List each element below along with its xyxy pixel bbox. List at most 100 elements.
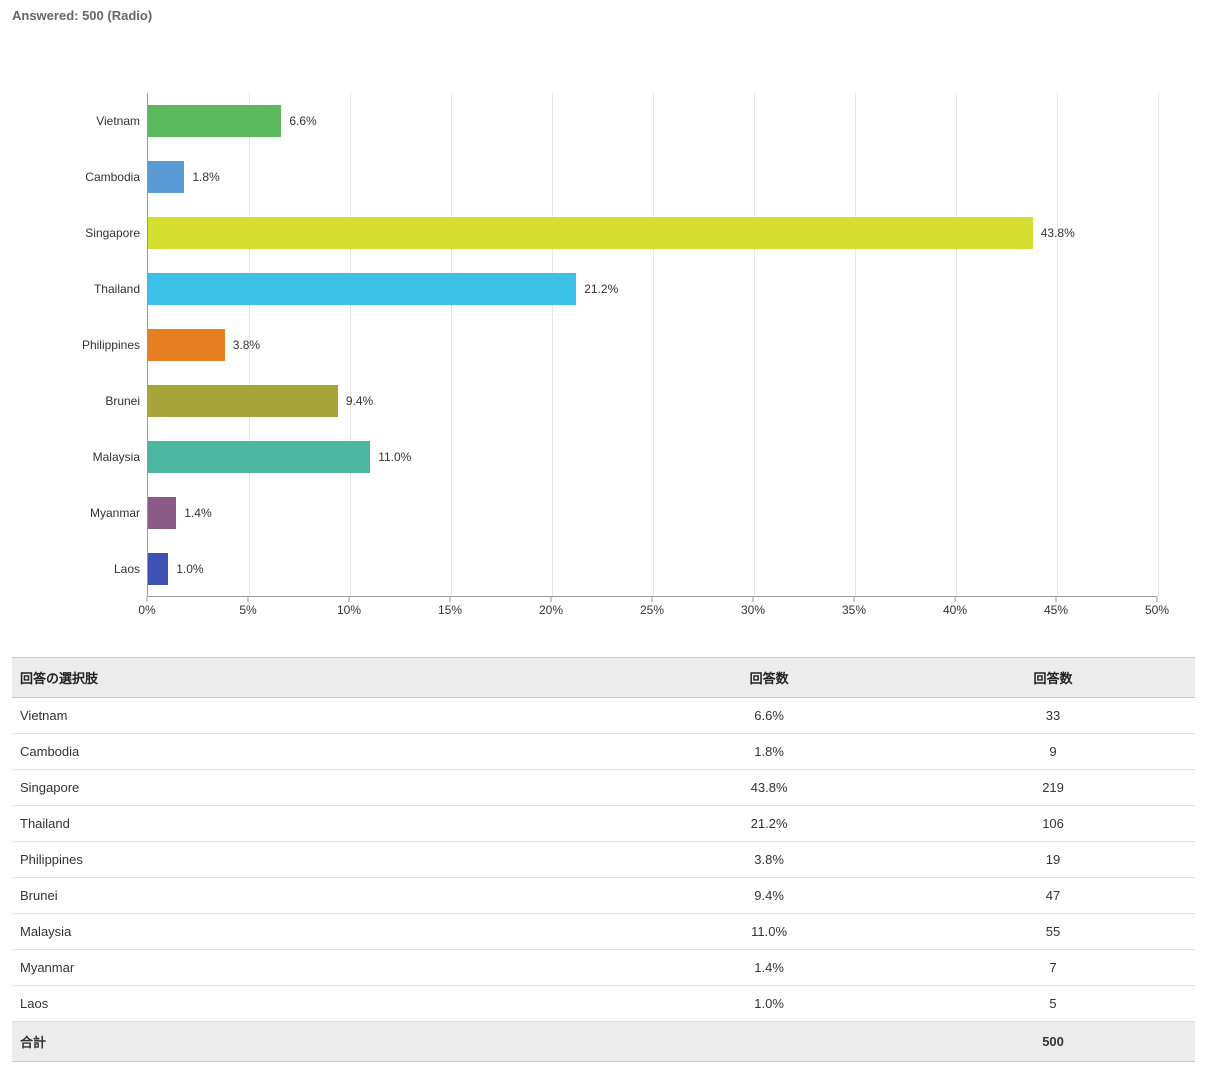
table-row: Singapore43.8%219 xyxy=(12,770,1195,806)
cell-percent: 1.8% xyxy=(627,734,911,770)
table-row: Laos1.0%5 xyxy=(12,986,1195,1022)
bar-category-label: Thailand xyxy=(94,282,148,296)
cell-percent: 1.4% xyxy=(627,950,911,986)
xtick-mark xyxy=(652,597,653,602)
bar-value-label: 3.8% xyxy=(225,338,260,352)
bar-category-label: Vietnam xyxy=(96,114,148,128)
cell-choice: Thailand xyxy=(12,806,627,842)
cell-percent: 21.2% xyxy=(627,806,911,842)
bar-category-label: Philippines xyxy=(82,338,148,352)
xtick-label: 40% xyxy=(943,603,967,617)
xtick-label: 35% xyxy=(842,603,866,617)
cell-choice: Brunei xyxy=(12,878,627,914)
cell-count: 106 xyxy=(911,806,1195,842)
table-total-row: 合計 500 xyxy=(12,1022,1195,1062)
bar-row: Brunei9.4% xyxy=(148,373,1157,429)
xtick-label: 20% xyxy=(539,603,563,617)
xtick-label: 0% xyxy=(138,603,155,617)
table-row: Vietnam6.6%33 xyxy=(12,698,1195,734)
bar-category-label: Laos xyxy=(114,562,148,576)
table-row: Thailand21.2%106 xyxy=(12,806,1195,842)
xtick-label: 5% xyxy=(239,603,256,617)
table-row: Philippines3.8%19 xyxy=(12,842,1195,878)
cell-percent: 1.0% xyxy=(627,986,911,1022)
col-header-percent: 回答数 xyxy=(627,658,911,698)
xtick-label: 45% xyxy=(1044,603,1068,617)
answered-header: Answered: 500 (Radio) xyxy=(12,8,1195,23)
cell-count: 55 xyxy=(911,914,1195,950)
bar-value-label: 21.2% xyxy=(576,282,618,296)
bar: 9.4% xyxy=(148,385,338,417)
bar-chart: Vietnam6.6%Cambodia1.8%Singapore43.8%Tha… xyxy=(77,93,1195,617)
cell-percent: 9.4% xyxy=(627,878,911,914)
bar-category-label: Singapore xyxy=(85,226,148,240)
xtick-mark xyxy=(955,597,956,602)
cell-percent: 11.0% xyxy=(627,914,911,950)
bar-row: Vietnam6.6% xyxy=(148,93,1157,149)
cell-percent: 43.8% xyxy=(627,770,911,806)
bar-category-label: Myanmar xyxy=(90,506,148,520)
xtick-mark xyxy=(1056,597,1057,602)
bar-row: Myanmar1.4% xyxy=(148,485,1157,541)
table-row: Myanmar1.4%7 xyxy=(12,950,1195,986)
xtick-mark xyxy=(854,597,855,602)
cell-choice: Philippines xyxy=(12,842,627,878)
cell-choice: Myanmar xyxy=(12,950,627,986)
bar: 6.6% xyxy=(148,105,281,137)
bar-value-label: 1.4% xyxy=(176,506,211,520)
bar: 21.2% xyxy=(148,273,576,305)
chart-bars: Vietnam6.6%Cambodia1.8%Singapore43.8%Tha… xyxy=(148,93,1157,596)
xtick-label: 30% xyxy=(741,603,765,617)
xtick-mark xyxy=(450,597,451,602)
xtick-mark xyxy=(1157,597,1158,602)
total-label: 合計 xyxy=(12,1022,627,1062)
cell-choice: Laos xyxy=(12,986,627,1022)
bar-category-label: Brunei xyxy=(105,394,148,408)
bar-row: Thailand21.2% xyxy=(148,261,1157,317)
bar-value-label: 9.4% xyxy=(338,394,373,408)
col-header-count: 回答数 xyxy=(911,658,1195,698)
cell-count: 47 xyxy=(911,878,1195,914)
bar-value-label: 43.8% xyxy=(1033,226,1075,240)
bar: 1.0% xyxy=(148,553,168,585)
cell-percent: 6.6% xyxy=(627,698,911,734)
cell-choice: Singapore xyxy=(12,770,627,806)
chart-x-axis: 0%5%10%15%20%25%30%35%40%45%50% xyxy=(147,597,1157,617)
cell-count: 33 xyxy=(911,698,1195,734)
cell-choice: Vietnam xyxy=(12,698,627,734)
table-header-row: 回答の選択肢 回答数 回答数 xyxy=(12,658,1195,698)
bar-value-label: 6.6% xyxy=(281,114,316,128)
bar-row: Cambodia1.8% xyxy=(148,149,1157,205)
xtick-mark xyxy=(248,597,249,602)
results-table: 回答の選択肢 回答数 回答数 Vietnam6.6%33Cambodia1.8%… xyxy=(12,657,1195,1062)
cell-count: 7 xyxy=(911,950,1195,986)
table-row: Cambodia1.8%9 xyxy=(12,734,1195,770)
table-row: Brunei9.4%47 xyxy=(12,878,1195,914)
gridline xyxy=(1158,93,1159,596)
bar-row: Laos1.0% xyxy=(148,541,1157,597)
total-value: 500 xyxy=(911,1022,1195,1062)
bar-value-label: 1.0% xyxy=(168,562,203,576)
bar: 3.8% xyxy=(148,329,225,361)
xtick-label: 50% xyxy=(1145,603,1169,617)
xtick-label: 25% xyxy=(640,603,664,617)
cell-count: 5 xyxy=(911,986,1195,1022)
xtick-mark xyxy=(551,597,552,602)
xtick-mark xyxy=(147,597,148,602)
chart-container: Vietnam6.6%Cambodia1.8%Singapore43.8%Tha… xyxy=(77,93,1195,617)
cell-percent: 3.8% xyxy=(627,842,911,878)
bar: 43.8% xyxy=(148,217,1033,249)
xtick-label: 10% xyxy=(337,603,361,617)
table-row: Malaysia11.0%55 xyxy=(12,914,1195,950)
bar-row: Philippines3.8% xyxy=(148,317,1157,373)
cell-choice: Cambodia xyxy=(12,734,627,770)
bar-value-label: 11.0% xyxy=(370,450,411,464)
col-header-choice: 回答の選択肢 xyxy=(12,658,627,698)
chart-plot-area: Vietnam6.6%Cambodia1.8%Singapore43.8%Tha… xyxy=(147,93,1157,597)
total-percent-cell xyxy=(627,1022,911,1062)
bar: 11.0% xyxy=(148,441,370,473)
bar: 1.4% xyxy=(148,497,176,529)
bar-row: Malaysia11.0% xyxy=(148,429,1157,485)
bar-category-label: Cambodia xyxy=(85,170,148,184)
cell-choice: Malaysia xyxy=(12,914,627,950)
